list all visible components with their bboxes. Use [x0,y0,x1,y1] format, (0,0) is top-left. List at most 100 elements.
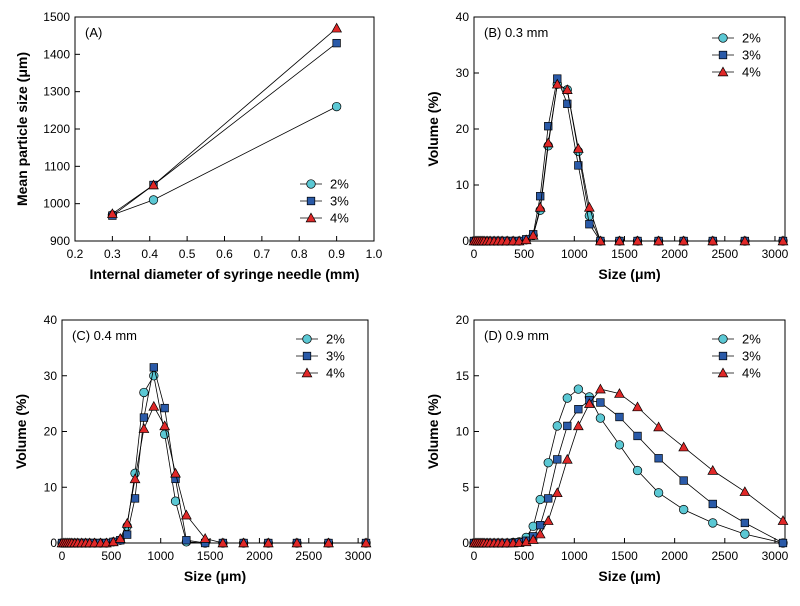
data-point [199,533,211,543]
data-point [544,122,553,131]
data-point [114,533,126,543]
data-point [513,537,525,547]
data-point [291,537,303,548]
data-point [527,534,539,544]
data-point [217,537,229,548]
x-tick-label: 0.7 [254,247,271,261]
legend-label: 4% [742,65,761,80]
data-point [262,537,274,548]
data-point [632,465,643,476]
y-tick-label: 10 [456,425,470,439]
legend-marker [302,351,312,361]
data-point [543,458,553,468]
plot-frame [473,319,786,544]
data-point [534,201,546,212]
data-point [122,530,132,539]
data-point [552,421,562,431]
legend-label: 2% [330,177,349,192]
data-point [740,529,750,539]
data-point [614,388,625,398]
data-point [595,383,606,394]
y-tick-label: 20 [456,122,470,136]
y-tick-label: 30 [456,66,470,80]
legend-label: 2% [326,332,345,347]
x-tick-label: 1.0 [366,247,383,261]
data-point [653,488,664,498]
series-line [474,399,784,544]
panel-title: (D) 0.9 mm [484,328,549,343]
legend: 2% 3% 4% [300,177,349,226]
legend-label: 4% [326,366,345,381]
x-tick-label: 2500 [711,247,738,261]
data-point [148,400,160,411]
data-point [632,235,643,246]
panel-b: 0 500 1000 1500 2000 2500 3000 0 10 20 30 40 Size (μ… [425,10,789,282]
x-tick-label: 2000 [661,247,688,261]
data-point [595,413,606,423]
x-tick-label: 3000 [762,247,789,261]
data-point [551,487,563,498]
legend-label: 2% [742,332,761,347]
series-line [474,388,784,544]
y-tick-label: 40 [456,10,470,24]
series-4pct [56,400,372,548]
data-point [536,192,545,201]
data-point [708,499,717,509]
y-tick-label: 5 [462,480,469,494]
data-point [535,494,545,505]
panel-d: 0 500 1000 1500 2000 2500 3000 0 5 10 15 20 Size (μm… [425,313,789,584]
legend-marker [717,367,729,378]
data-point [170,467,181,478]
series-2pct [469,384,788,548]
data-point [573,384,583,394]
data-point [574,161,583,170]
data-point [633,431,642,441]
data-point [562,393,572,403]
y-tick-label: 0 [462,536,469,550]
x-tick-label: 1000 [561,247,588,261]
plot-frame [473,16,786,242]
data-point [542,515,554,525]
data-point [331,101,342,112]
data-point [678,441,690,452]
y-tick-label: 1300 [43,85,70,99]
data-point [149,363,158,372]
y-tick-label: 20 [456,313,470,327]
y-tick-label: 1500 [43,10,70,24]
y-tick-label: 0 [462,234,469,248]
series-line [474,388,784,544]
series-4pct [468,78,789,246]
y-tick-label: 10 [44,480,58,494]
data-point [563,421,572,431]
data-point [777,515,789,525]
series-line [474,83,783,242]
y-tick-label: 15 [456,369,470,383]
x-tick-label: 500 [101,549,121,563]
panel-a: 0.2 0.3 0.4 0.5 0.6 0.7 0.8 0.9 1.0 900 1000 1100 12… [14,10,383,282]
y-tick-label: 20 [44,425,58,439]
series-line [62,367,366,544]
x-tick-label: 0.2 [67,247,84,261]
legend-marker [306,179,316,189]
data-point [778,538,788,548]
series-line [474,83,783,242]
legend-marker [305,212,317,223]
y-axis-label: Volume (%) [13,394,29,469]
x-tick-label: 1500 [197,549,224,563]
legend: 2% 3% 4% [712,332,761,381]
legend: 2% 3% 4% [296,332,345,381]
legend-label: 3% [742,48,761,63]
data-point [561,453,573,464]
data-point [679,504,689,515]
y-tick-label: 900 [50,234,70,248]
data-point [585,220,594,229]
legend-label: 3% [326,349,345,364]
y-axis-label: Mean particle size (μm) [14,52,30,206]
y-tick-label: 30 [44,369,58,383]
x-tick-label: 3000 [762,549,789,563]
data-point [739,486,751,496]
series-line [62,405,366,544]
data-point [614,440,625,450]
series-4pct [106,22,343,218]
